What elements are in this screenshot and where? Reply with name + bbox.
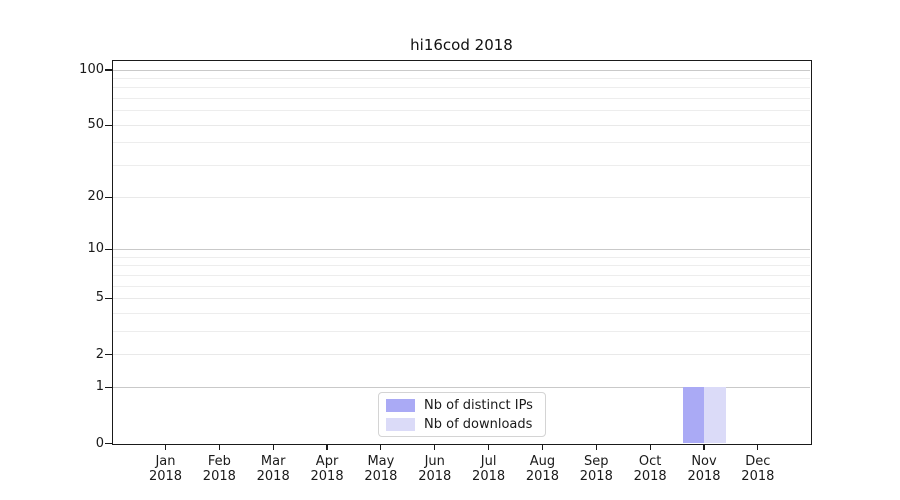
x-tick-month: Dec	[745, 453, 771, 469]
legend-swatch-downloads-icon	[386, 417, 415, 431]
x-tick-month: May	[367, 453, 395, 469]
x-tick-year: 2018	[687, 468, 721, 484]
chart-title: hi16cod 2018	[410, 36, 513, 54]
y-tick-label-20: 20	[87, 189, 104, 205]
x-tick-month: Feb	[207, 453, 231, 469]
y-tick-label-100: 100	[79, 62, 104, 77]
y-tick-label-0: 0	[95, 435, 104, 451]
x-tick-mark-nov	[703, 444, 705, 450]
gridline-minor	[113, 142, 810, 144]
x-tick-year: 2018	[633, 468, 667, 484]
x-tick-mark-dec	[757, 444, 759, 450]
y-tick-mark-0	[105, 442, 112, 445]
x-tick-year: 2018	[202, 468, 236, 484]
y-tick-mark-10	[105, 248, 112, 251]
gridline-2	[113, 354, 810, 356]
gridline-100	[113, 69, 810, 71]
x-tick-label-sep: Sep 2018	[566, 454, 626, 484]
gridline-10	[113, 248, 810, 250]
gridline-minor	[113, 256, 810, 258]
x-tick-label-dec: Dec 2018	[728, 454, 788, 484]
y-tick-mark-1	[105, 386, 112, 388]
x-tick-year: 2018	[148, 468, 183, 484]
gridline-minor	[113, 330, 810, 332]
y-tick-mark-2	[105, 353, 112, 356]
x-tick-month: Jul	[480, 453, 497, 469]
x-tick-month: Aug	[529, 453, 556, 469]
x-tick-label-may: May 2018	[351, 454, 411, 484]
x-tick-month: Oct	[638, 453, 662, 469]
gridline-minor	[113, 98, 810, 100]
x-tick-label-aug: Aug 2018	[512, 454, 572, 484]
y-tick-mark-100	[105, 69, 112, 71]
x-tick-mark-apr	[326, 444, 328, 450]
x-tick-year: 2018	[741, 468, 775, 484]
y-tick-mark-50	[105, 124, 112, 126]
x-tick-year: 2018	[525, 468, 559, 484]
x-tick-label-jul: Jul 2018	[459, 454, 519, 484]
bar-nb-of-distinct-ips-nov	[682, 387, 704, 444]
x-tick-month: Nov	[691, 453, 717, 469]
x-tick-mark-aug	[541, 444, 544, 450]
x-tick-year: 2018	[364, 468, 398, 484]
legend-entry-downloads: Nb of downloads	[386, 417, 537, 432]
y-tick-label-50: 50	[87, 117, 104, 133]
x-tick-label-mar: Mar 2018	[243, 454, 303, 484]
gridline-50	[113, 124, 810, 126]
gridline-minor	[113, 87, 810, 89]
x-tick-mark-mar	[272, 444, 274, 450]
x-tick-year: 2018	[418, 468, 452, 484]
gridline-5	[113, 297, 810, 299]
x-tick-month: Apr	[315, 453, 339, 469]
x-tick-mark-may	[380, 444, 382, 450]
x-tick-year: 2018	[579, 468, 613, 484]
gridline-20	[113, 196, 810, 198]
x-tick-mark-jun	[434, 444, 436, 450]
y-tick-mark-20	[105, 196, 112, 198]
x-tick-year: 2018	[310, 468, 344, 484]
y-tick-mark-5	[105, 297, 112, 300]
legend: Nb of distinct IPs Nb of downloads	[378, 392, 546, 437]
x-tick-label-jan: Jan 2018	[136, 454, 196, 484]
x-tick-mark-oct	[649, 444, 651, 450]
gridline-minor	[113, 77, 810, 79]
gridline-minor	[113, 265, 810, 267]
legend-entry-distinct-ips: Nb of distinct IPs	[386, 398, 537, 413]
plot-area	[112, 60, 812, 445]
gridline-minor	[113, 285, 810, 287]
x-tick-month: Mar	[260, 453, 286, 469]
legend-swatch-distinct-ips-icon	[386, 398, 415, 412]
gridline-minor	[113, 110, 810, 112]
bar-nb-of-downloads-nov	[704, 387, 726, 444]
y-tick-label-10: 10	[87, 241, 104, 257]
x-tick-year: 2018	[472, 468, 506, 484]
x-tick-mark-jul	[488, 444, 490, 450]
x-tick-label-oct: Oct 2018	[620, 454, 680, 484]
x-tick-label-nov: Nov 2018	[674, 454, 734, 484]
y-tick-label-5: 5	[95, 290, 104, 306]
gridline-minor	[113, 312, 810, 314]
x-tick-mark-sep	[595, 444, 597, 450]
x-tick-month: Jun	[424, 453, 445, 469]
x-tick-mark-jan	[164, 444, 167, 450]
x-tick-label-jun: Jun 2018	[405, 454, 465, 484]
x-tick-year: 2018	[256, 468, 290, 484]
y-tick-label-2: 2	[95, 346, 104, 362]
gridline-1	[113, 386, 810, 388]
y-tick-label-1: 1	[95, 379, 104, 395]
gridline-minor	[113, 274, 810, 276]
legend-label-downloads: Nb of downloads	[424, 416, 533, 432]
x-tick-label-apr: Apr 2018	[297, 454, 357, 484]
x-tick-mark-feb	[218, 444, 220, 450]
x-tick-label-feb: Feb 2018	[189, 454, 249, 484]
x-tick-month: Jan	[155, 453, 176, 469]
x-tick-month: Sep	[584, 453, 609, 469]
legend-label-distinct-ips: Nb of distinct IPs	[424, 397, 533, 413]
gridline-minor	[113, 165, 810, 167]
